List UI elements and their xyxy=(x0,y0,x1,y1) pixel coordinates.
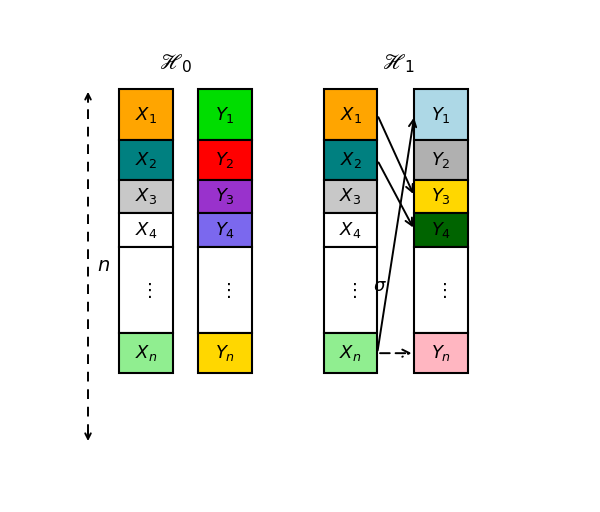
Text: $\vdots$: $\vdots$ xyxy=(140,281,152,300)
Bar xyxy=(415,247,468,333)
Text: $Y_{1}$: $Y_{1}$ xyxy=(215,104,235,124)
Text: $X_{4}$: $X_{4}$ xyxy=(135,220,157,240)
Text: $X_{n}$: $X_{n}$ xyxy=(135,343,157,363)
Bar xyxy=(119,180,173,213)
Bar xyxy=(324,247,377,333)
Bar xyxy=(415,333,468,373)
Bar xyxy=(324,213,377,247)
Bar xyxy=(198,140,252,180)
Text: $Y_{4}$: $Y_{4}$ xyxy=(431,220,451,240)
Bar xyxy=(415,180,468,213)
Bar xyxy=(119,333,173,373)
Text: $Y_{2}$: $Y_{2}$ xyxy=(431,150,451,170)
Bar xyxy=(119,140,173,180)
Bar xyxy=(198,213,252,247)
Bar xyxy=(198,89,252,140)
Bar xyxy=(119,213,173,247)
Text: $Y_{n}$: $Y_{n}$ xyxy=(215,343,235,363)
Text: $X_{1}$: $X_{1}$ xyxy=(135,104,157,124)
Text: $Y_{3}$: $Y_{3}$ xyxy=(215,186,235,206)
Text: $\vdots$: $\vdots$ xyxy=(435,281,447,300)
Bar xyxy=(324,140,377,180)
Text: $n$: $n$ xyxy=(97,258,110,275)
Text: $X_{3}$: $X_{3}$ xyxy=(340,186,362,206)
Bar xyxy=(324,89,377,140)
Bar xyxy=(198,180,252,213)
Text: $\sigma$: $\sigma$ xyxy=(373,277,386,295)
Bar xyxy=(324,333,377,373)
Text: $\vdots$: $\vdots$ xyxy=(344,281,356,300)
Bar xyxy=(198,333,252,373)
Text: $X_{3}$: $X_{3}$ xyxy=(135,186,157,206)
Text: $Y_{3}$: $Y_{3}$ xyxy=(431,186,451,206)
Bar xyxy=(119,89,173,140)
Text: $\mathscr{H}_1$: $\mathscr{H}_1$ xyxy=(382,53,415,75)
Bar xyxy=(198,247,252,333)
Bar xyxy=(324,180,377,213)
Text: $Y_{2}$: $Y_{2}$ xyxy=(215,150,235,170)
Text: $Y_{1}$: $Y_{1}$ xyxy=(431,104,451,124)
Text: $X_{1}$: $X_{1}$ xyxy=(340,104,362,124)
Text: $Y_{4}$: $Y_{4}$ xyxy=(215,220,235,240)
Text: $X_{2}$: $X_{2}$ xyxy=(340,150,361,170)
Text: $X_{4}$: $X_{4}$ xyxy=(340,220,362,240)
Text: $\vdots$: $\vdots$ xyxy=(219,281,231,300)
Bar xyxy=(119,247,173,333)
Bar xyxy=(415,213,468,247)
Bar xyxy=(415,140,468,180)
Bar xyxy=(415,89,468,140)
Text: $X_{n}$: $X_{n}$ xyxy=(340,343,362,363)
Text: $Y_{n}$: $Y_{n}$ xyxy=(431,343,451,363)
Text: $\mathscr{H}_0$: $\mathscr{H}_0$ xyxy=(158,53,191,75)
Text: $X_{2}$: $X_{2}$ xyxy=(135,150,157,170)
